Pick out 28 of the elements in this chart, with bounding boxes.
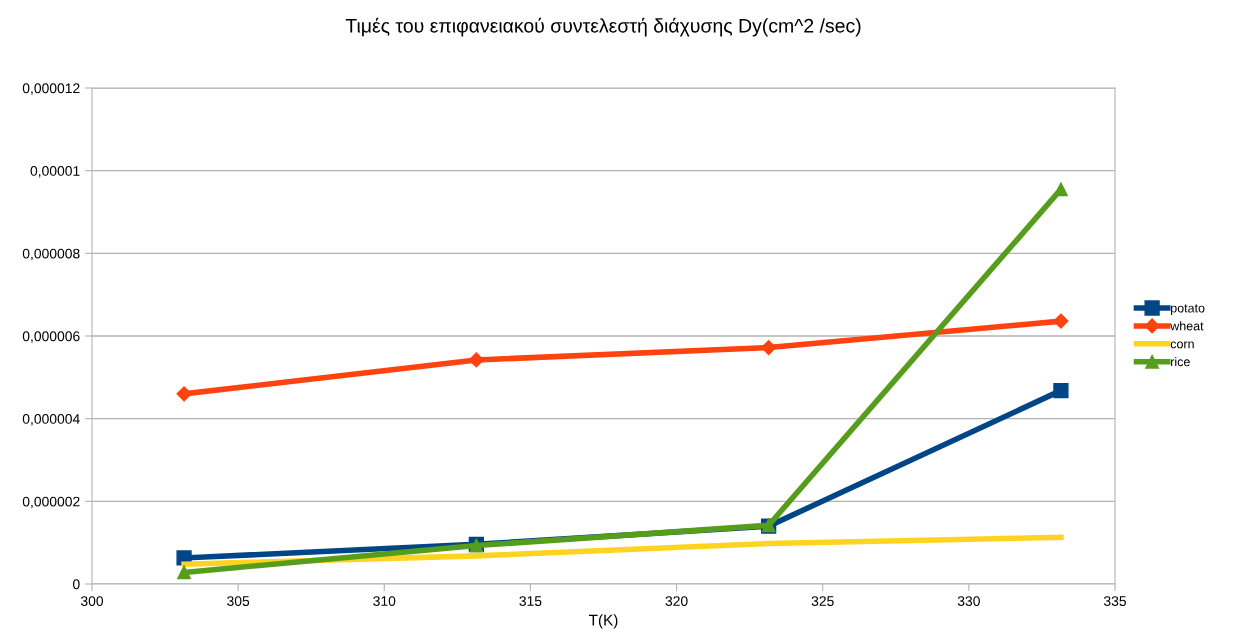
x-tick-label: 335 bbox=[1103, 596, 1127, 607]
y-tick-label: 0,00001 bbox=[30, 166, 80, 178]
point bbox=[761, 340, 777, 356]
x-tick-label: 305 bbox=[227, 596, 250, 607]
point bbox=[1053, 182, 1068, 197]
point bbox=[177, 565, 192, 580]
x-tick-label: 320 bbox=[665, 596, 688, 607]
x-tick-label: 330 bbox=[957, 596, 980, 607]
y-tick-label: 0,000012 bbox=[22, 83, 80, 95]
y-tick-label: 0,000006 bbox=[22, 331, 80, 343]
x-tick-label: 315 bbox=[519, 596, 542, 607]
y-tick-label: 0,000004 bbox=[22, 414, 80, 426]
point bbox=[1053, 313, 1069, 329]
point bbox=[468, 352, 484, 368]
x-tick-label: 300 bbox=[80, 596, 104, 607]
legend-label: wheat bbox=[1170, 321, 1204, 331]
chart-title: Τιμές του επιφανειακού συντελεστή διάχυσης Dy(cm^2 /sec) bbox=[345, 17, 861, 37]
legend-label: rice bbox=[1171, 357, 1190, 367]
y-tick-label: 0 bbox=[73, 579, 80, 590]
point bbox=[176, 386, 192, 402]
y-tick-label: 0,000008 bbox=[22, 248, 80, 261]
y-tick-label: 0,000002 bbox=[22, 496, 80, 509]
legend-label: potato bbox=[1171, 304, 1205, 315]
legend-label: corn bbox=[1170, 341, 1194, 349]
x-tick-label: 325 bbox=[811, 596, 834, 607]
x-axis-title: T(K) bbox=[589, 614, 618, 629]
x-tick-label: 310 bbox=[373, 596, 396, 607]
point bbox=[1053, 382, 1069, 399]
